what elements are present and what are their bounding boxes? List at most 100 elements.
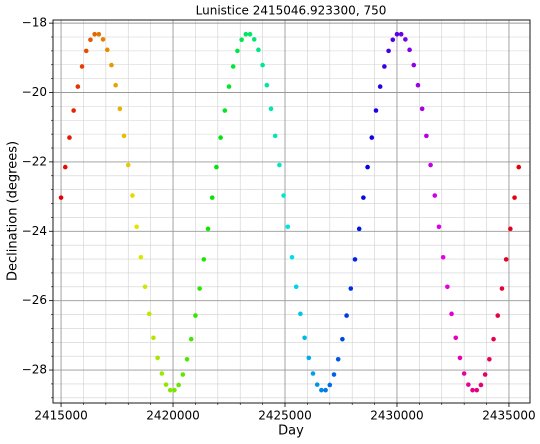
point	[285, 224, 291, 230]
point	[180, 372, 186, 377]
point	[256, 47, 261, 53]
point	[167, 387, 173, 393]
point	[214, 164, 219, 170]
point	[176, 382, 181, 388]
point	[310, 371, 316, 376]
point	[193, 313, 198, 318]
point	[398, 31, 404, 37]
point	[293, 284, 299, 290]
point	[344, 313, 349, 318]
point	[424, 133, 429, 139]
point	[172, 387, 177, 393]
point	[222, 108, 228, 113]
x-axis-label: Day	[278, 424, 304, 439]
point	[394, 31, 400, 37]
point	[377, 84, 383, 89]
point	[487, 356, 492, 362]
point	[209, 195, 215, 200]
point	[457, 355, 463, 361]
point	[159, 371, 165, 376]
point	[382, 64, 387, 69]
point	[113, 82, 118, 88]
point	[197, 286, 202, 291]
point	[62, 164, 68, 170]
point	[470, 387, 475, 393]
point	[125, 162, 131, 168]
point	[432, 193, 438, 198]
y-tick-label: −22	[22, 154, 47, 168]
point	[331, 372, 337, 377]
point	[508, 226, 513, 232]
point	[495, 313, 501, 318]
point	[419, 106, 425, 112]
point	[130, 193, 135, 198]
point	[323, 387, 328, 393]
point	[365, 164, 370, 170]
point	[386, 48, 391, 54]
point	[512, 195, 517, 200]
point	[298, 311, 303, 317]
point	[411, 62, 417, 68]
plot-frame	[52, 19, 531, 404]
y-tick-label: −20	[22, 85, 47, 99]
point	[407, 47, 412, 53]
point	[340, 336, 345, 342]
point	[482, 372, 488, 377]
point	[260, 62, 265, 68]
point	[478, 382, 484, 388]
point	[67, 135, 72, 140]
point	[474, 387, 480, 393]
point	[201, 257, 207, 262]
y-axis-label: Declination (degrees)	[6, 141, 21, 281]
point	[264, 82, 270, 88]
point	[92, 31, 97, 37]
point	[163, 382, 169, 387]
point	[361, 195, 366, 200]
chart-title: Lunistice 2415046.923300, 750	[196, 4, 387, 18]
point	[88, 37, 93, 43]
point	[281, 193, 286, 198]
point	[247, 31, 253, 37]
point	[352, 257, 358, 262]
point	[117, 106, 123, 112]
y-tick-label: −24	[22, 224, 47, 238]
point	[327, 382, 333, 388]
point	[428, 162, 433, 168]
point	[121, 133, 127, 139]
point	[499, 286, 505, 291]
point	[268, 106, 274, 112]
point	[58, 195, 64, 200]
point	[449, 311, 454, 317]
x-tick-label: 2420000	[146, 409, 199, 423]
x-tick-label: 2430000	[370, 409, 423, 423]
point	[415, 82, 421, 88]
point	[188, 336, 194, 342]
point	[155, 355, 160, 361]
y-tick-label: −18	[22, 16, 47, 30]
point	[100, 37, 106, 42]
point	[96, 31, 102, 37]
point	[243, 31, 249, 37]
point	[466, 382, 471, 387]
point	[109, 62, 114, 68]
point	[205, 226, 211, 232]
point	[138, 254, 144, 260]
point	[453, 335, 459, 341]
point	[516, 164, 522, 170]
point	[369, 135, 375, 140]
point	[79, 64, 85, 69]
point	[251, 37, 257, 42]
point	[151, 335, 156, 341]
x-tick-label: 2425000	[258, 409, 311, 423]
point	[146, 311, 152, 317]
point	[461, 371, 467, 376]
point	[348, 286, 354, 291]
point	[335, 356, 341, 362]
point	[272, 133, 278, 139]
point	[403, 37, 408, 42]
point	[306, 355, 312, 361]
point	[75, 84, 81, 89]
point	[302, 335, 307, 341]
x-tick-label: 2435000	[482, 409, 535, 423]
point	[142, 284, 148, 290]
